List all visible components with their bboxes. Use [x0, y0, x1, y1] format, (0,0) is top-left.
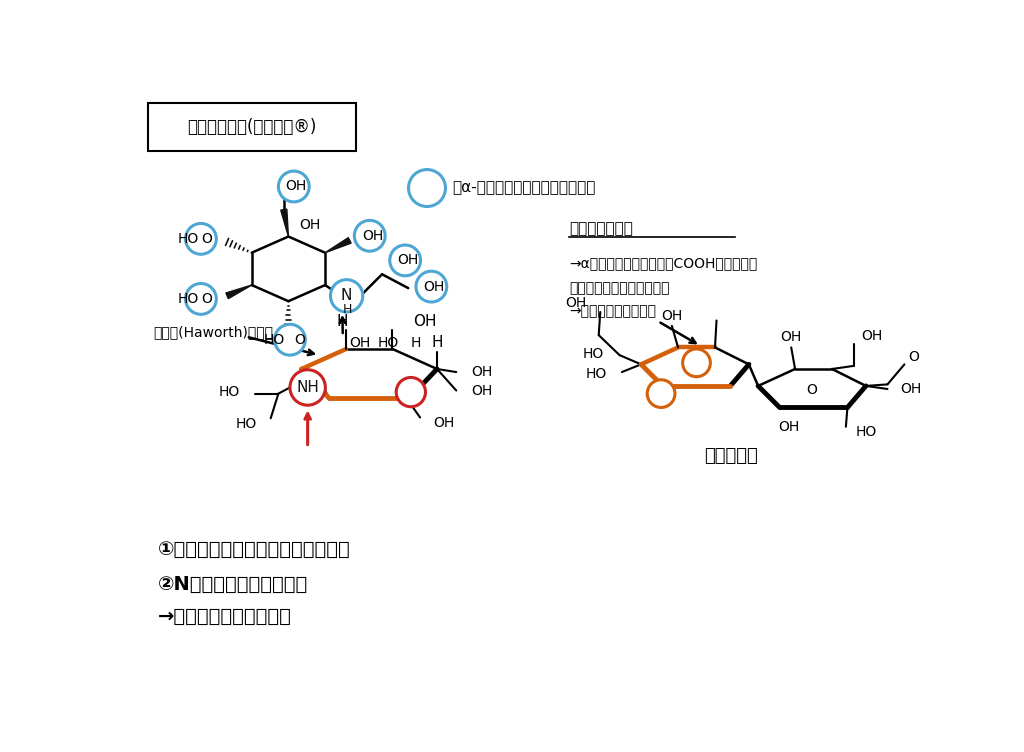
Polygon shape — [226, 285, 252, 299]
Text: OH: OH — [900, 382, 922, 396]
Text: ハース(Haworth)投影式: ハース(Haworth)投影式 — [154, 325, 273, 339]
Text: OH: OH — [433, 416, 455, 430]
Text: OH: OH — [662, 309, 682, 323]
Circle shape — [290, 370, 326, 405]
Circle shape — [331, 280, 362, 312]
Circle shape — [409, 169, 445, 207]
Text: H: H — [337, 314, 348, 329]
Text: ：α-グルコシダーゼとの水素結合: ：α-グルコシダーゼとの水素結合 — [453, 180, 596, 196]
Text: OH: OH — [861, 329, 883, 343]
Circle shape — [390, 245, 421, 276]
Circle shape — [274, 324, 305, 355]
Circle shape — [683, 349, 711, 377]
Polygon shape — [281, 209, 289, 237]
Circle shape — [647, 380, 675, 408]
Text: HO: HO — [378, 336, 399, 350]
Text: OH: OH — [423, 280, 444, 293]
Text: ボグリボース(ベイスン®): ボグリボース(ベイスン®) — [187, 118, 316, 136]
Circle shape — [279, 171, 309, 202]
Text: OH: OH — [565, 296, 587, 310]
Text: HO: HO — [178, 292, 200, 306]
Text: アセタール構造: アセタール構造 — [569, 221, 633, 236]
Circle shape — [185, 223, 216, 254]
Text: ①非アセタールで加水分解されない: ①非アセタールで加水分解されない — [158, 541, 350, 559]
Text: →α－グルコシダーゼ（－COOH基）による: →α－グルコシダーゼ（－COOH基）による — [569, 256, 758, 270]
Text: →糖より基質性に優れる: →糖より基質性に優れる — [158, 608, 292, 626]
Text: OH: OH — [349, 336, 371, 350]
Text: OH: OH — [397, 253, 419, 268]
Text: HO: HO — [856, 425, 878, 439]
Text: O: O — [807, 383, 817, 397]
Text: OH: OH — [778, 420, 800, 434]
Text: NH: NH — [296, 380, 319, 395]
Text: OH: OH — [286, 180, 307, 193]
Text: マルトース: マルトース — [705, 447, 758, 465]
Circle shape — [185, 284, 216, 314]
Text: O: O — [202, 292, 213, 306]
Text: HO: HO — [178, 232, 200, 246]
Text: OH: OH — [362, 229, 383, 243]
Polygon shape — [325, 238, 351, 253]
Text: OH: OH — [471, 365, 493, 379]
Text: HO: HO — [583, 347, 604, 360]
Circle shape — [416, 271, 446, 302]
Text: HO: HO — [218, 385, 240, 399]
Text: HO: HO — [586, 367, 607, 381]
Text: OH: OH — [299, 218, 321, 232]
Text: N: N — [341, 288, 352, 303]
Text: HO: HO — [236, 417, 257, 432]
Text: O: O — [295, 332, 305, 347]
Text: →加水分解されやすい: →加水分解されやすい — [569, 305, 656, 318]
FancyBboxPatch shape — [148, 103, 356, 151]
Text: OH: OH — [780, 330, 802, 344]
Text: OH: OH — [413, 314, 436, 329]
Text: H: H — [343, 303, 352, 316]
Circle shape — [396, 378, 425, 407]
Text: H: H — [431, 335, 442, 350]
Text: O: O — [202, 232, 213, 246]
Text: HO: HO — [264, 332, 285, 347]
Text: 求核置換反応を受けやすい: 求核置換反応を受けやすい — [569, 281, 670, 295]
Text: H: H — [411, 336, 421, 350]
Text: ②N原子の酵素親和性高い: ②N原子の酵素親和性高い — [158, 575, 308, 594]
Text: O: O — [908, 350, 920, 364]
Text: OH: OH — [471, 384, 493, 398]
Circle shape — [354, 220, 385, 251]
